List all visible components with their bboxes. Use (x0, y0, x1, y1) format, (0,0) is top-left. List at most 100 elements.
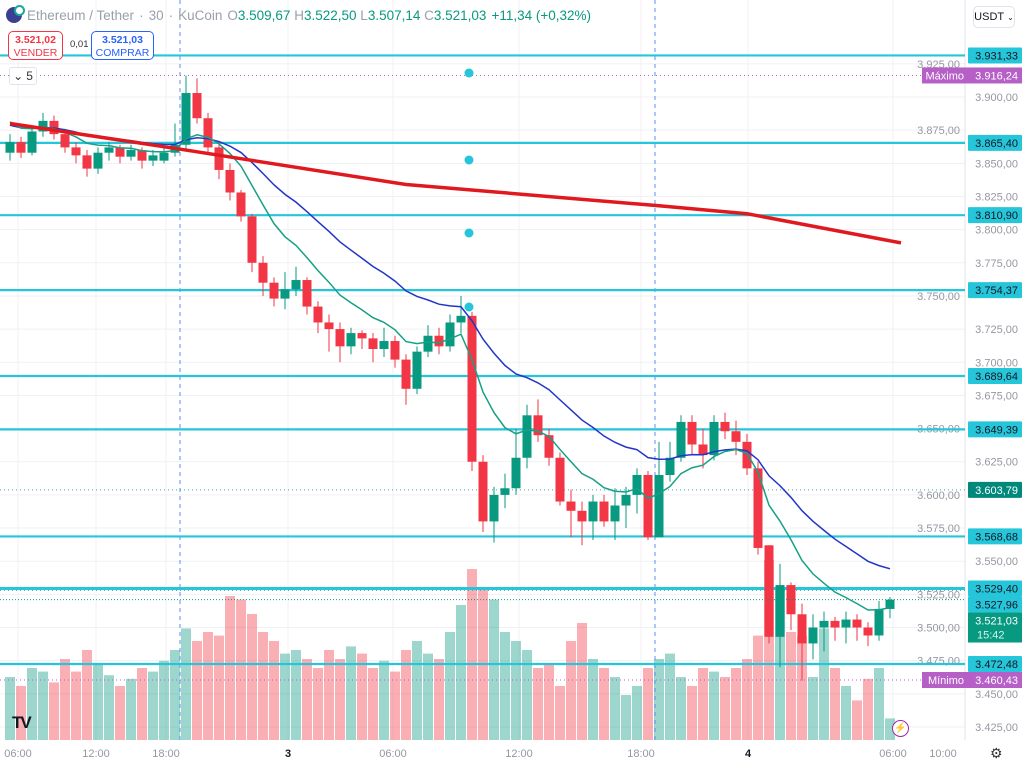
volume-bar (753, 635, 763, 740)
candle-up (775, 585, 785, 637)
x-tick-label: 3 (285, 748, 291, 760)
buy-label: COMPRAR (95, 47, 150, 59)
candle-up (621, 494, 631, 506)
y-tick-label: 3.750,00 (917, 291, 960, 303)
volume-bar (654, 659, 664, 740)
sell-button[interactable]: 3.521,02 VENDER (8, 31, 63, 60)
candle-up (808, 627, 818, 644)
currency-select[interactable]: USDT ⌄ (973, 6, 1015, 28)
y-tick-label: 3.575,00 (917, 523, 960, 535)
candle-down (357, 333, 367, 339)
candle-down (137, 150, 147, 161)
y-tick-label: 3.500,00 (917, 623, 960, 635)
candle-up (159, 152, 169, 161)
candle-up (500, 488, 510, 495)
volume-bar (368, 668, 378, 740)
candle-up (819, 620, 829, 628)
extreme-label: Mínimo (928, 675, 964, 687)
candle-down (577, 510, 587, 522)
x-tick-label: 06:00 (4, 748, 32, 760)
alarm-clock-icon (464, 155, 474, 165)
extreme-label: Máximo (925, 70, 964, 82)
symbol-name[interactable]: Ethereum / Tether (27, 7, 135, 23)
candle-down (731, 431, 741, 442)
y-tick-label: 3.875,00 (917, 125, 960, 137)
volume-bar (126, 678, 136, 740)
candle-up (104, 147, 114, 153)
candle-down (533, 415, 543, 436)
candle-up (709, 421, 719, 456)
settings-icon[interactable]: ⚙ (990, 745, 1003, 761)
candle-up (654, 474, 664, 538)
volume-bar (346, 646, 356, 740)
symbol-header: Ethereum / Tether · 30 · KuCoin O3.509,67 … (6, 5, 592, 23)
candle-down (467, 315, 477, 462)
x-tick-label: 10:00 (929, 748, 957, 760)
hline-price-label-bg (968, 134, 1022, 151)
volume-bar (533, 668, 543, 740)
volume-bar (324, 650, 334, 740)
candle-up (379, 341, 389, 349)
volume-bar (467, 569, 477, 740)
price-change: +11,34 (+0,32%) (491, 7, 592, 23)
volume-bar (852, 700, 862, 740)
candle-down (225, 169, 235, 193)
candle-down (753, 468, 763, 548)
volume-bar (500, 632, 510, 740)
countdown-label: 15:42 (977, 630, 1005, 642)
y-tick-label: 3.825,00 (975, 191, 1018, 203)
volume-bar (643, 668, 653, 740)
candle-down (687, 421, 697, 445)
volume-bar (423, 653, 433, 740)
indicators-toggle[interactable]: ⌄ 5 (9, 67, 37, 85)
candle-down (764, 545, 774, 637)
alarm-clock-icon (464, 302, 474, 312)
dotted-price-label: 3.527,96 (975, 600, 1018, 612)
lightning-icon[interactable]: ⚡ (892, 720, 909, 737)
volume-bar (841, 686, 851, 740)
volume-bar (148, 671, 158, 740)
alarm-clock-icon (464, 68, 474, 78)
candle-up (27, 131, 37, 153)
buy-button[interactable]: 3.521,03 COMPRAR (91, 31, 154, 60)
candle-up (665, 457, 675, 475)
volume-bar (687, 686, 697, 740)
candle-down (60, 134, 70, 148)
volume-bar (830, 668, 840, 740)
interval[interactable]: 30 (148, 7, 164, 23)
extreme-label-bg (922, 672, 1022, 689)
y-tick-label: 3.525,00 (917, 589, 960, 601)
volume-bar (38, 671, 48, 740)
dotted-price-label: 3.603,79 (975, 485, 1018, 497)
volume-bar (720, 677, 730, 740)
candle-down (742, 441, 752, 469)
candle-down (247, 216, 257, 263)
volume-bar (786, 632, 796, 740)
hline-price-label-bg (968, 580, 1022, 597)
x-tick-label: 06:00 (379, 748, 407, 760)
ethereum-logo-icon (6, 5, 25, 23)
dotted-price-label-bg (968, 481, 1022, 498)
y-tick-label: 3.800,00 (975, 225, 1018, 237)
hline-price-label-bg (968, 282, 1022, 299)
y-tick-label: 3.675,00 (975, 390, 1018, 402)
candle-up (38, 120, 48, 132)
volume-bar (104, 675, 114, 740)
tradingview-logo[interactable]: TV (12, 713, 32, 732)
x-tick-label: 18:00 (152, 748, 180, 760)
y-tick-label: 3.600,00 (917, 490, 960, 502)
x-tick-label: 18:00 (627, 748, 655, 760)
volume-bar (379, 660, 389, 740)
spread: 0,01 (70, 39, 89, 50)
candle-down (214, 147, 224, 170)
alarm-clock-icon (464, 228, 474, 238)
volume-bar (808, 677, 818, 740)
volume-bar (434, 659, 444, 740)
volume-bar (16, 686, 26, 740)
hline-price-label-bg (968, 656, 1022, 673)
hline-price-label-bg (968, 421, 1022, 438)
volume-bar (335, 659, 345, 740)
candle-down (863, 627, 873, 636)
volume-bar (60, 659, 70, 740)
